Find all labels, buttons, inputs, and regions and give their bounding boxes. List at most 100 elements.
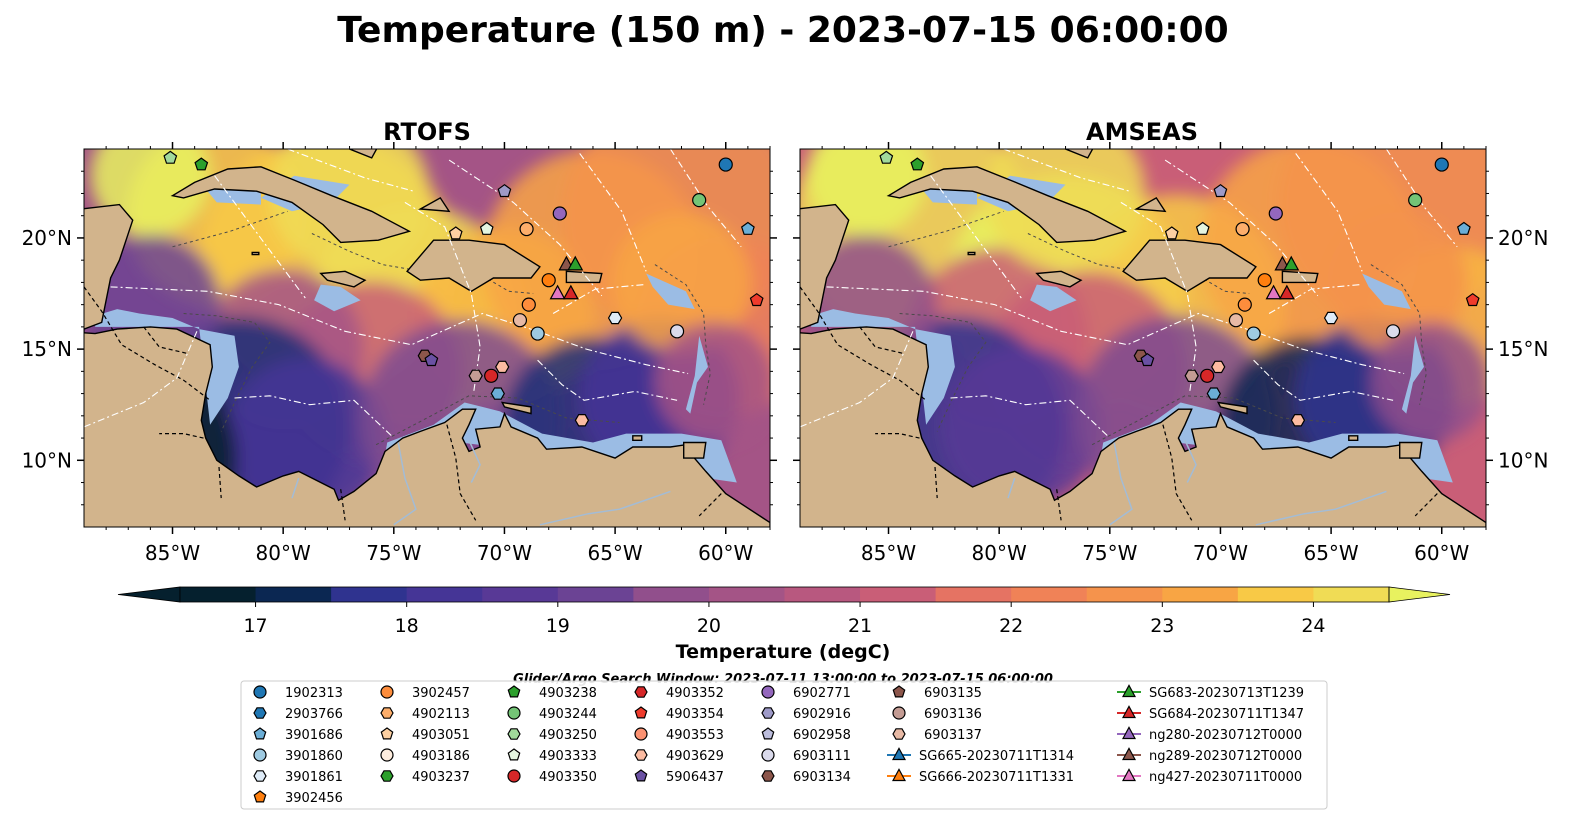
legend-item: 4903333 [507,748,597,764]
legend-marker [380,727,394,740]
argo-float-marker [484,368,499,383]
legend-marker [761,685,775,699]
land-abc [1216,401,1248,415]
isobath-line [888,210,1004,248]
glider-marker [1283,255,1300,271]
legend-marker [380,748,394,762]
x-tick-label: 60°W [1414,541,1469,565]
land-trinidad [683,441,707,459]
land-yucatan [84,203,134,361]
legend-label: 4903250 [539,728,597,743]
legend-marker [892,706,906,720]
legend-marker [1121,684,1137,698]
colorbar-tick-label: 21 [848,615,872,637]
argo-float-marker [1385,324,1401,339]
colorbar-bin [1162,587,1239,602]
eez-line [1268,284,1360,314]
x-tick-label: 65°W [1303,541,1358,565]
glider-marker [562,284,579,300]
legend-item: 6903137 [892,728,982,743]
argo-float-marker [879,150,894,164]
colorbar: 17 18 19 20 21 22 23 24 [117,586,1451,637]
map-panel-rtofs: RTOFS 85°W 80°W 75°W 70°W 65°W 60°W 10°N 15°N 20… [22,118,777,565]
legend-item: 4903237 [380,770,470,785]
legend-label: 4903352 [666,686,724,701]
legend-label: 6903111 [793,749,851,764]
legend-label: 4903051 [412,728,470,743]
y-tick-label: 20°N [1498,226,1548,250]
land-cuba [170,166,412,244]
legend-marker [253,790,267,803]
shelf-area [1362,273,1411,310]
float-markers [879,150,1480,427]
eez-line [1253,359,1394,401]
argo-float-marker [910,157,925,171]
legend-label: 5906437 [666,770,724,785]
legend-label: 3902456 [285,791,343,806]
legend-marker [1121,768,1137,782]
legend-label: 6902958 [793,728,851,743]
legend-item: 4903244 [507,706,597,722]
eez-line [404,201,481,394]
shelf-area [811,309,955,425]
colorbar-label: Temperature (degC) [676,641,891,663]
glider-marker [1265,284,1282,300]
legend-label: 4903333 [539,749,597,764]
legend-marker [634,706,648,719]
legend-label: 6902916 [793,707,851,722]
legend-label: ng427-20230711T0000 [1149,770,1302,785]
land-yucatan [800,203,850,361]
argo-float-marker [1237,297,1252,312]
legend-marker [507,728,521,740]
colorbar-bin [860,587,937,602]
legend-item: 3901860 [253,748,343,764]
land-puertorico [565,270,603,284]
argo-float-marker [1246,326,1261,341]
land-bahamas2 [418,196,451,213]
argo-float-marker [1323,311,1339,325]
legend-marker [891,747,907,761]
eez-line [800,331,914,428]
legend-item: 6903111 [761,748,851,764]
legend-item: 4903238 [507,685,597,701]
shelf-area [1030,284,1077,312]
land-bahamas1 [348,149,378,159]
colorbar-bin [708,587,785,602]
legend-marker [761,770,775,782]
border-line [934,466,938,499]
legend-label: SG684-20230711T1347 [1149,707,1304,722]
legend-marker [761,707,775,719]
land-margarita [1348,435,1359,441]
argo-float-marker [1228,313,1244,328]
argo-float-marker [1200,368,1215,383]
legend-marker [380,770,394,782]
argo-float-marker [521,297,536,312]
x-tick-label: 75°W [1082,541,1137,565]
border-line [875,433,920,439]
y-tick-label: 10°N [1498,448,1548,472]
country-borders [800,286,1438,521]
glider-marker [567,255,584,271]
x-tick-label: 80°W [972,541,1027,565]
eez-line [950,395,1108,437]
argo-float-marker [541,273,556,288]
legend-item: 4902113 [380,707,470,722]
argo-float-marker [194,157,209,171]
legend-marker [507,748,521,761]
legend-marker [634,686,648,698]
legend-label: 6902771 [793,686,851,701]
eez-line [84,331,198,428]
isobath-line [183,313,271,432]
shelf-area [168,127,283,145]
legend-marker [253,770,267,782]
land-hispaniola [406,239,541,293]
legend-label: 1902313 [285,686,343,701]
temperature-patch [225,358,386,519]
river-line [1255,490,1387,526]
eez-boundaries [84,149,742,437]
eez-line [537,359,678,401]
legend-marker [892,728,906,740]
legend-label: 2903766 [285,707,343,722]
legend-item: 3901686 [253,727,343,743]
x-tick-label: 80°W [256,541,311,565]
